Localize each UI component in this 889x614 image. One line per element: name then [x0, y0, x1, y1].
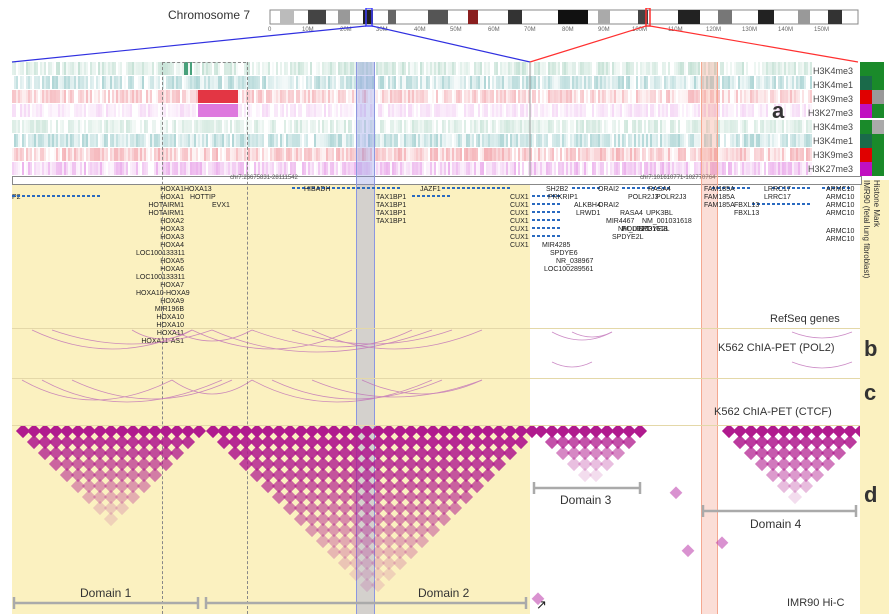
hic-label: IMR90 Hi-C	[787, 597, 845, 609]
red-highlight-band	[701, 62, 718, 614]
pol2-label: K562 ChIA-PET (POL2)	[718, 342, 835, 354]
histone-label-5: H3K4me3	[812, 122, 853, 132]
gene-col-3: ORAI2 POLR2J3 ORAI2 RASA4 NM_001031618 S…	[598, 186, 668, 241]
right-margin-bg	[860, 180, 889, 614]
gene-p2: P2	[12, 194, 21, 201]
side-label-imr90: IMR90 (fetal lung fibroblast)	[862, 180, 871, 279]
gene-hoxa13: HOXA13	[184, 186, 212, 193]
ctcf-label: K562 ChIA-PET (CTCF)	[714, 406, 832, 418]
domain-1-label: Domain 1	[80, 586, 132, 600]
divider-2	[12, 378, 860, 379]
histone-label-2: H3K4me1	[812, 80, 853, 90]
gene-hibadh: HIBADH	[304, 186, 331, 193]
coord-bar	[12, 176, 862, 185]
gene-col-7: ARMC10 ARMC10 ARMC10 ARMC10 ARMC10 ARMC1…	[826, 186, 855, 243]
gene-col-2: SH2B2 PRKRIP1 ALKBH4 LRWD1 MIR4467 POLR2…	[546, 186, 649, 233]
histone-color-key	[860, 62, 884, 176]
coord-right: chr7:101610771-102770764	[640, 175, 716, 181]
gene-col-cux: CUX1 CUX1 CUX1 CUX1 CUX1 CUX1 CUX1	[510, 194, 529, 249]
histone-label-8: H3K27me3	[807, 164, 853, 174]
histone-label-3: H3K9me3	[812, 94, 853, 104]
divider-1	[12, 328, 860, 329]
chromosome-label: Chromosome 7	[168, 8, 251, 22]
histone-heatmap	[12, 62, 812, 176]
refseq-label: RefSeq genes	[770, 313, 840, 325]
chiapet-arcs	[21, 329, 853, 403]
side-label-histone: Histone Mark	[872, 180, 881, 228]
hic-heatmap	[15, 426, 860, 606]
panel-label-a: a	[772, 98, 785, 123]
gene-jazf1: JAZF1	[420, 186, 441, 193]
domain-2-label: Domain 2	[418, 586, 470, 600]
gene-glyphs	[12, 187, 852, 237]
left-region-bg	[12, 180, 530, 614]
gene-evx1: EVX1	[212, 202, 230, 209]
histone-label-6: H3K4me1	[812, 136, 853, 146]
histone-label-1: H3K4me3	[812, 66, 853, 76]
panel-label-b: b	[864, 336, 878, 361]
mouse-cursor-icon: ↗	[536, 597, 547, 612]
gene-col-6: LRRC17 LRRC17 FBXL13 FBXL13	[734, 186, 791, 217]
dashed-box	[162, 62, 248, 614]
histone-label-7: H3K9me3	[812, 150, 853, 160]
gene-col-lower: MIR4285 SPDYE6 NR_038967 LOC100289561	[542, 242, 594, 273]
gene-col-hoxa: HOXA1 HOXA1 HOTAIRM1 HOTAIRM1 HOXA2 HOXA…	[136, 186, 190, 345]
gene-col-tax: TAX1BP1 TAX1BP1 TAX1BP1 TAX1BP1	[376, 194, 407, 225]
panel-label-d: d	[864, 482, 878, 507]
domain-4-label: Domain 4	[750, 517, 802, 531]
chromosome-ideogram[interactable]	[268, 8, 860, 36]
domain-3-label: Domain 3	[560, 493, 612, 507]
histone-label-4: H3K27me3	[807, 108, 853, 118]
zoom-lines	[11, 25, 859, 63]
coord-left: chr7:26675831-28111542	[230, 175, 298, 181]
gene-col-5: FAM185A FAM185A FAM185A	[704, 186, 735, 209]
divider-3	[12, 425, 860, 426]
gene-col-4: RASA4 POLR2J3 UPK3BL NM_001031618 SPDYE2…	[638, 186, 692, 233]
gene-hottip: HOTTIP	[190, 194, 216, 201]
dashed-box-top	[162, 62, 246, 63]
panel-label-c: c	[864, 380, 877, 405]
